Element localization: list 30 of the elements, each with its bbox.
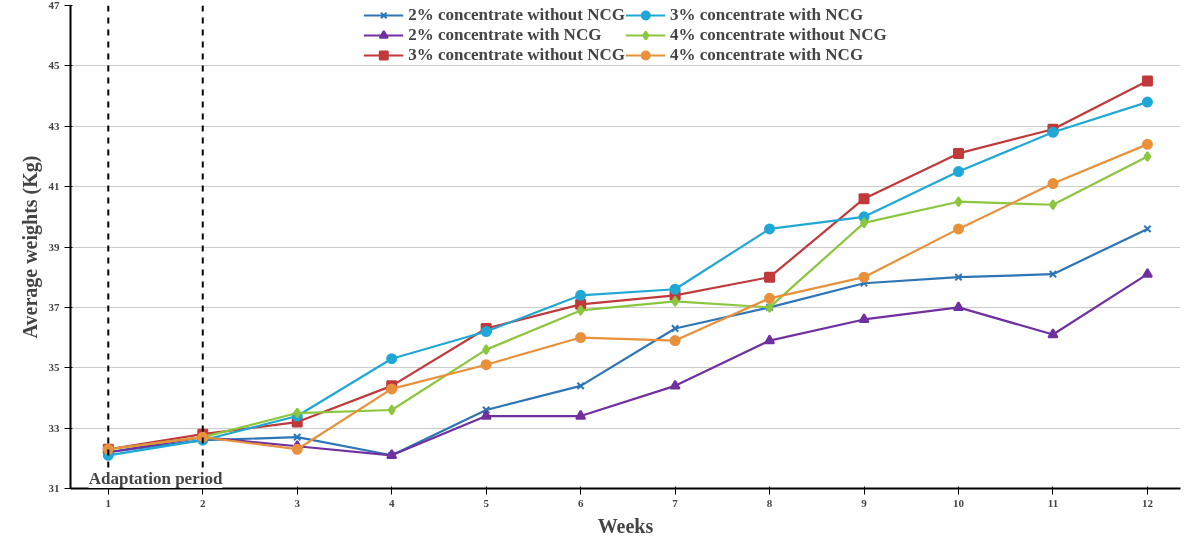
legend-label: 3% concentrate with NCG xyxy=(670,5,864,25)
y-axis-title: Average weights (Kg) xyxy=(18,155,42,339)
y-tick-label: 41 xyxy=(48,180,60,193)
x-tick-label: 3 xyxy=(294,496,301,509)
legend-label: 2% concentrate without NCG xyxy=(408,5,625,25)
y-tick-label: 39 xyxy=(48,240,60,253)
legend-label: 4% concentrate without NCG xyxy=(670,25,887,45)
y-tick-label: 37 xyxy=(48,300,60,313)
x-tick-label: 10 xyxy=(953,496,965,509)
x-tick-label: 2 xyxy=(200,496,207,509)
x-tick-label: 1 xyxy=(105,496,112,509)
legend-label: 3% concentrate without NCG xyxy=(408,45,625,65)
y-tick-label: 33 xyxy=(48,421,60,434)
x-tick-label: 12 xyxy=(1141,496,1154,509)
y-tick-label: 35 xyxy=(48,361,60,374)
y-tick-label: 43 xyxy=(48,119,60,132)
y-tick-label: 45 xyxy=(48,59,60,72)
x-tick-label: 11 xyxy=(1047,496,1059,509)
legend-label: 4% concentrate with NCG xyxy=(670,45,864,65)
x-tick-label: 9 xyxy=(861,496,868,509)
annotation: Adaptation period xyxy=(88,469,223,489)
x-tick-label: 4 xyxy=(388,496,395,509)
x-axis-title: Weeks xyxy=(597,514,654,537)
x-tick-label: 7 xyxy=(672,496,679,509)
y-tick-label: 47 xyxy=(48,0,60,11)
y-tick-label: 31 xyxy=(48,482,60,494)
x-tick-label: 6 xyxy=(577,496,584,509)
legend-label: 2% concentrate with NCG xyxy=(408,25,602,45)
x-tick-label: 8 xyxy=(766,496,773,509)
x-tick-label: 5 xyxy=(483,496,490,509)
